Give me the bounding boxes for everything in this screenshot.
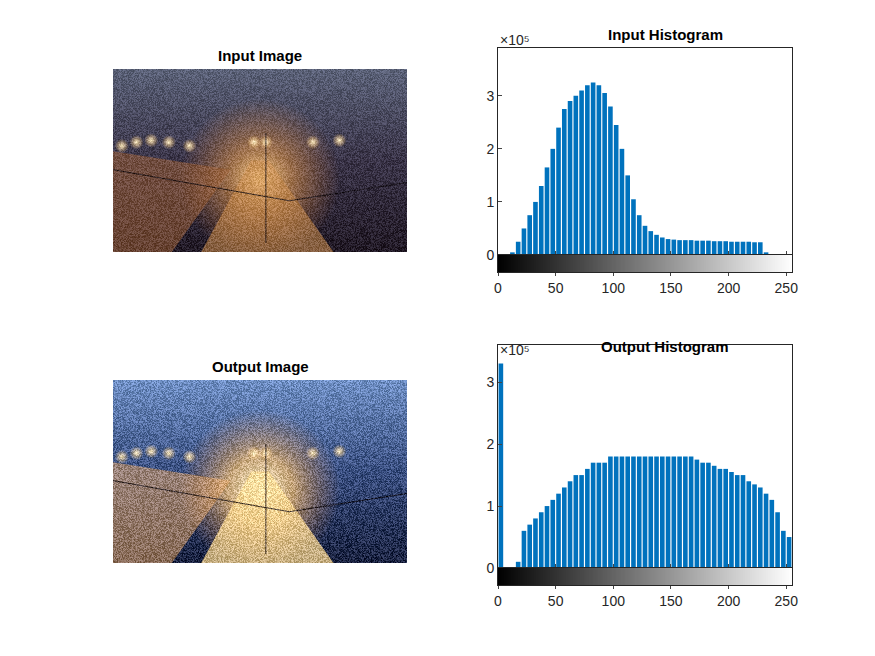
svg-text:50: 50: [548, 280, 564, 296]
svg-text:×10⁵: ×10⁵: [500, 32, 530, 48]
svg-text:Input Image: Input Image: [218, 47, 302, 64]
svg-text:250: 250: [775, 593, 799, 609]
svg-text:200: 200: [717, 280, 741, 296]
svg-text:Output Histogram: Output Histogram: [601, 338, 729, 355]
svg-text:50: 50: [548, 593, 564, 609]
svg-text:×10⁵: ×10⁵: [500, 342, 530, 358]
svg-text:1: 1: [486, 498, 494, 514]
svg-text:Output Image: Output Image: [212, 358, 309, 375]
svg-text:1: 1: [486, 194, 494, 210]
svg-text:3: 3: [486, 88, 494, 104]
svg-text:2: 2: [486, 141, 494, 157]
svg-text:100: 100: [602, 593, 626, 609]
svg-text:0: 0: [494, 593, 502, 609]
svg-text:150: 150: [659, 593, 683, 609]
svg-text:250: 250: [775, 280, 799, 296]
svg-text:0: 0: [494, 280, 502, 296]
svg-text:100: 100: [602, 280, 626, 296]
svg-text:150: 150: [659, 280, 683, 296]
svg-text:200: 200: [717, 593, 741, 609]
svg-text:2: 2: [486, 436, 494, 452]
svg-text:Input Histogram: Input Histogram: [608, 26, 723, 43]
svg-text:0: 0: [486, 560, 494, 576]
svg-text:3: 3: [486, 374, 494, 390]
svg-text:0: 0: [486, 247, 494, 263]
